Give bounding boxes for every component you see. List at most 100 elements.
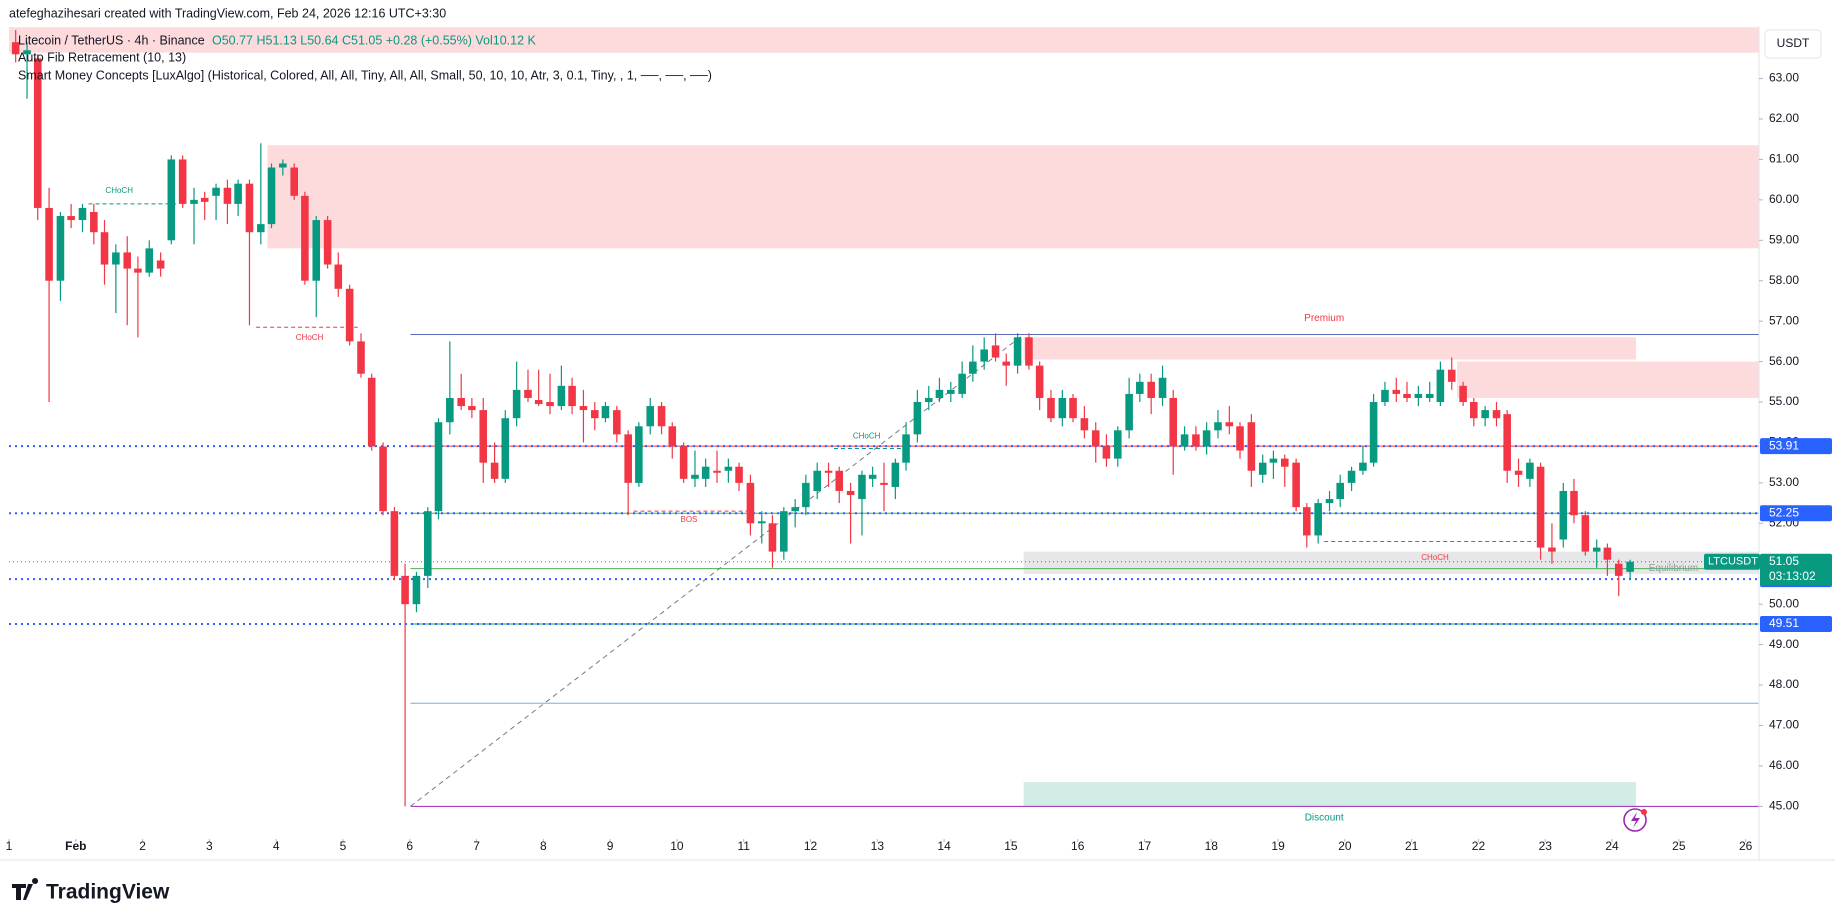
ohlc-legend: O50.77 H51.13 L50.64 C51.05 +0.28 (+0.55… [212,33,537,47]
candle-body [624,434,632,483]
candle-body [134,268,142,273]
candle-body [1436,369,1445,403]
candle-body [813,470,821,491]
candle-body [824,470,833,473]
candle-body [601,406,610,419]
x-tick-label: 25 [1672,839,1686,853]
candle-body [1136,381,1144,394]
annotation: Equilibrium [1649,563,1698,574]
annotation: CHoCH [296,333,324,342]
candle-body [868,474,877,479]
zone [1023,782,1637,807]
candle-body [958,373,966,394]
brand-logo [12,878,39,900]
candle-body [1025,337,1033,366]
candle-body [802,482,810,508]
candle-body [334,264,343,289]
currency-button[interactable] [1764,29,1822,59]
alert-icon[interactable] [1623,808,1647,832]
candle-body [780,511,788,552]
candle-body [512,389,521,419]
candle-body [490,462,499,479]
candle-body [1536,466,1545,548]
candle-body [167,159,176,241]
candle-body [980,349,988,362]
alert-bolt [1631,812,1640,828]
y-tick-label: 57.00 [1769,313,1799,327]
candle-body [590,410,599,419]
candle-body [557,385,566,407]
x-tick-label: 20 [1338,839,1352,853]
x-tick-label: 12 [804,839,818,853]
price-label-box [1760,553,1832,586]
candle-body [501,418,510,479]
candle-body [1192,434,1200,447]
annotation: CHoCH [105,186,133,195]
countdown: 03:13:02 [1769,569,1816,583]
y-tick-label: 63.00 [1769,71,1799,85]
price-label: 52.25 [1769,505,1799,519]
candle-body [891,462,900,487]
y-tick-label: 59.00 [1769,232,1799,246]
candle-body [768,523,777,552]
candle-body [1169,397,1178,447]
candle-body [1425,393,1434,398]
candle-body [1526,462,1534,479]
y-tick-label: 56.00 [1769,354,1799,368]
candle-body [112,252,120,265]
candle-body [1236,426,1244,451]
candle-body [279,163,287,168]
x-tick-label: 5 [340,839,347,853]
candle-body [123,252,132,269]
candle-body [401,575,409,605]
candle-body [679,446,688,479]
candle-body [1258,462,1267,475]
candle-body [1214,422,1222,431]
candle-body [1069,397,1077,419]
candle-body [1392,389,1401,394]
x-tick-label: 10 [670,839,684,853]
candle-body [457,397,465,407]
candle-body [345,288,354,342]
price-label: 49.51 [1769,616,1799,630]
zone [9,27,1759,53]
zone [1023,337,1637,360]
candle-body [991,345,1000,358]
candle-body [23,50,31,55]
y-tick-label: 61.00 [1769,152,1799,166]
candle-body [1202,430,1211,447]
currency[interactable]: USDT [1777,36,1810,50]
candle-body [924,397,933,403]
candle-body [1158,377,1167,398]
candle-body [212,187,220,196]
price-label-box [1760,615,1832,632]
candle-body [902,434,910,463]
x-tick-label: 11 [737,839,750,853]
candle-body [290,167,298,196]
candle-body [1303,507,1311,536]
x-tick-label: 3 [206,839,213,853]
y-tick-label: 53.00 [1769,475,1799,489]
candle-body [190,199,198,204]
annotation: Premium [1304,313,1344,324]
indicator: Smart Money Concepts [LuxAlgo] (Historic… [18,68,712,82]
candle-body [323,220,332,265]
candle-body [646,406,655,427]
candle-body [568,385,576,407]
candle-body [390,511,399,576]
candle-body [479,410,488,463]
x-tick-label: 26 [1739,839,1753,853]
candle-body [1414,393,1423,398]
price-label-box [1760,438,1832,455]
candle-body [424,511,432,576]
annotation: BOS [681,515,698,524]
x-tick-label: 21 [1405,839,1419,853]
candle-body [1381,389,1389,403]
candle-body [1592,547,1601,552]
candle-body [78,207,87,221]
candle-body [379,446,387,512]
candle-body [1280,458,1289,467]
x-tick-label: 19 [1271,839,1285,853]
candle-body [579,406,588,411]
